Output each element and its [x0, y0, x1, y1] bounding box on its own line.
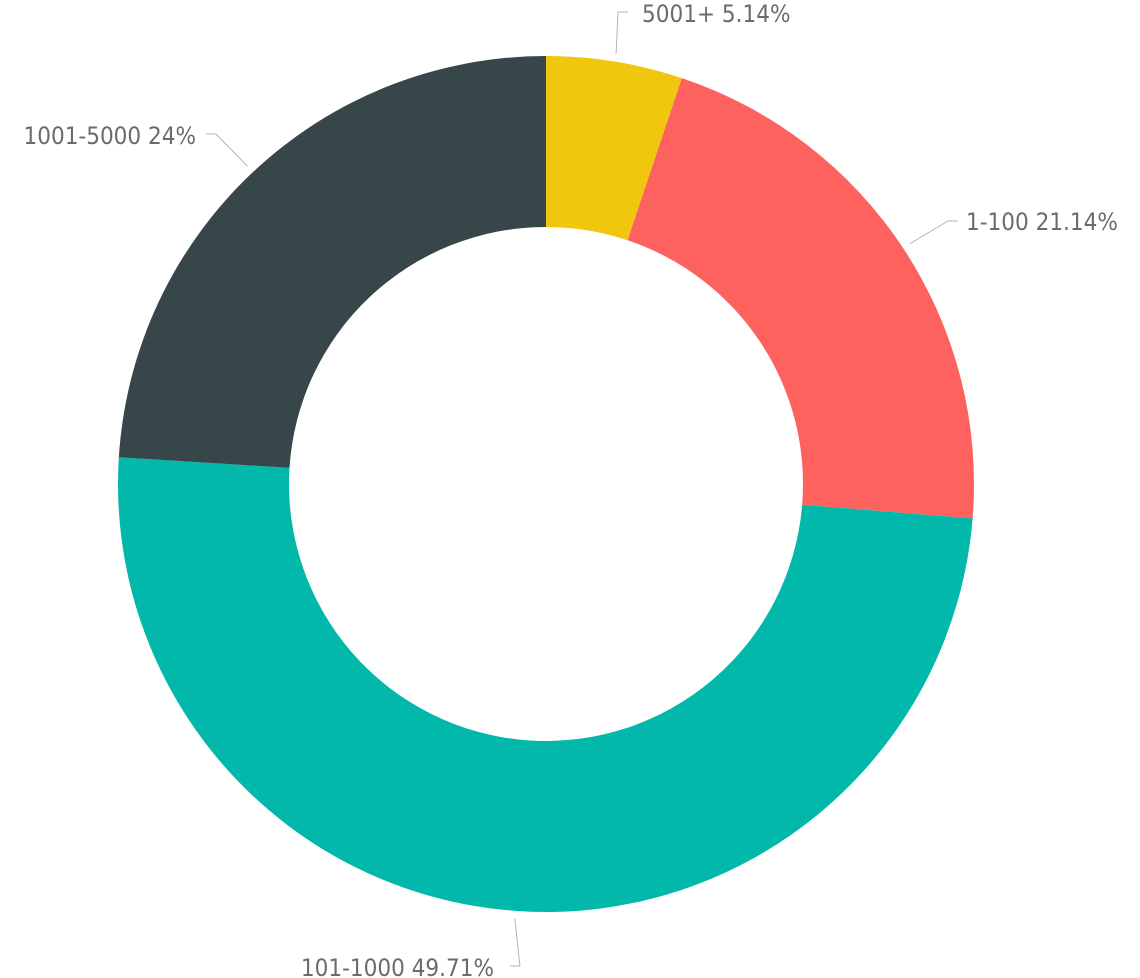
donut-slice-1-100[interactable] [627, 78, 974, 519]
leader-line [615, 11, 628, 54]
leader-line [909, 220, 958, 245]
donut-slice-1001-5000[interactable] [118, 56, 546, 468]
donut-slice-5001-plus[interactable] [546, 56, 682, 241]
slice-label-1001-5000: 1001-5000 24% [23, 122, 196, 150]
leader-line [206, 133, 248, 167]
slice-label-101-1000: 101-1000 49.71% [301, 954, 494, 978]
donut-slice-101-1000[interactable] [118, 457, 973, 912]
slice-label-1-100: 1-100 21.14% [966, 208, 1118, 236]
slice-label-5001-plus: 5001+ 5.14% [642, 0, 790, 28]
leader-line [510, 918, 521, 967]
